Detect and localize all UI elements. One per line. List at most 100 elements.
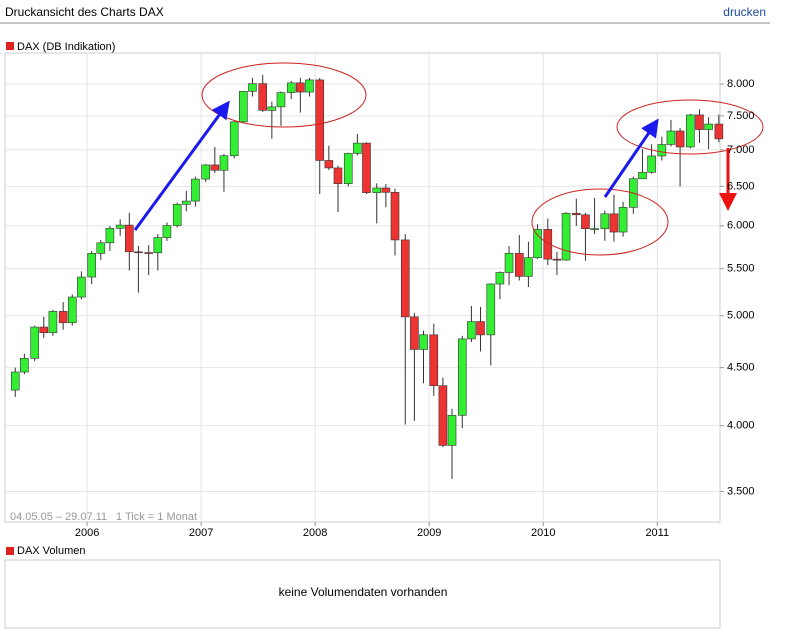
candle-body [172, 203, 182, 226]
candle-body [315, 79, 325, 161]
candle-body [20, 358, 29, 373]
volume-title: DAX Volumen [17, 545, 85, 557]
y-tick-label: 4.000 [727, 420, 755, 432]
plot [5, 53, 724, 522]
y-tick-label: 5.000 [727, 310, 755, 322]
candle-body [514, 252, 524, 277]
candle-body [447, 415, 457, 446]
candle-body [362, 142, 371, 193]
candle-body [58, 311, 68, 324]
x-tick-label: 2010 [531, 527, 555, 539]
candle-body [572, 213, 581, 216]
candle-body [695, 114, 704, 130]
candle-body [609, 213, 619, 233]
candle-body [39, 326, 49, 334]
highlight-ellipse [531, 188, 669, 256]
candle-body [704, 123, 713, 130]
candle-body [524, 257, 533, 277]
candle-body [191, 178, 200, 202]
candle-body [201, 164, 211, 180]
highlight-ellipse [616, 99, 764, 155]
candle-body [286, 82, 296, 93]
candle-body [400, 239, 410, 318]
volume-message: keine Volumendaten vorhanden [279, 585, 448, 599]
volume-swatch [6, 547, 14, 555]
candle-body [144, 252, 153, 254]
candle-body [267, 106, 277, 111]
volume-frame [4, 559, 721, 629]
candle-body [248, 83, 257, 92]
candle-body [618, 207, 628, 233]
candle-body [134, 251, 143, 254]
candle-body [124, 224, 134, 253]
candle-body [419, 334, 428, 350]
candle-body [647, 155, 656, 173]
x-tick-label: 2008 [303, 527, 327, 539]
candle-body [353, 142, 362, 154]
page-title: Druckansicht des Charts DAX [5, 5, 164, 19]
candle-body [77, 276, 86, 298]
y-tick-label: 7.500 [727, 110, 755, 122]
candle-body [30, 326, 39, 359]
x-tick-label: 2011 [645, 527, 669, 539]
range-note: 04.05.05 – 29.07.11 [10, 511, 107, 523]
candle-body [657, 144, 667, 157]
candle-body [638, 172, 647, 180]
candle-body [87, 253, 96, 278]
candle-body [666, 130, 676, 145]
candle-body [239, 91, 248, 123]
candle-body [486, 283, 496, 336]
candle-body [533, 229, 542, 258]
candle-body [590, 228, 599, 230]
candle-body [552, 258, 562, 261]
candle-body [438, 385, 448, 446]
candle-body [390, 192, 400, 241]
y-tick-label: 3.500 [727, 485, 755, 497]
x-tick-label: 2007 [189, 527, 213, 539]
highlight-ellipse [201, 62, 367, 128]
x-tick-label: 2006 [75, 527, 99, 539]
candle-body [276, 92, 286, 108]
trend-arrow [603, 118, 659, 198]
candle-body [105, 228, 115, 244]
candle-body [714, 123, 724, 140]
candle-body [182, 200, 191, 205]
candle-body [115, 224, 125, 229]
candle-body [153, 237, 163, 254]
y-tick-label: 6.000 [727, 220, 755, 232]
print-link[interactable]: drucken [723, 5, 766, 19]
candle-body [581, 214, 590, 230]
candle-body [333, 167, 343, 185]
candle-body [675, 130, 685, 148]
plot-frame [4, 52, 721, 523]
candle-body [210, 164, 220, 171]
candle-body [495, 272, 505, 285]
candle-body [229, 121, 239, 157]
trend-arrow [133, 100, 230, 231]
candle-body [96, 242, 106, 254]
candle-body [305, 79, 314, 93]
candle-body [296, 82, 305, 93]
tick-note: 1 Tick = 1 Monat [116, 511, 197, 523]
y-tick-label: 6.500 [727, 180, 755, 192]
candle-body [561, 213, 571, 261]
y-tick-label: 4.500 [727, 362, 755, 374]
candle-body [219, 155, 229, 171]
candle-body [457, 338, 467, 416]
candle-body [476, 321, 485, 336]
legend-swatch [6, 42, 14, 50]
x-tick-label: 2009 [417, 527, 441, 539]
candle-body [162, 225, 172, 238]
candle-body [429, 334, 439, 387]
candle-body [410, 316, 419, 350]
candle-body [258, 83, 268, 111]
candle-body [381, 187, 391, 193]
candle-body [600, 213, 610, 229]
candle-body [543, 229, 553, 260]
candle-body [67, 296, 77, 324]
y-tick-label: 5.500 [727, 263, 755, 275]
legend-label: DAX (DB Indikation) [17, 41, 115, 53]
candle-body [372, 187, 382, 193]
